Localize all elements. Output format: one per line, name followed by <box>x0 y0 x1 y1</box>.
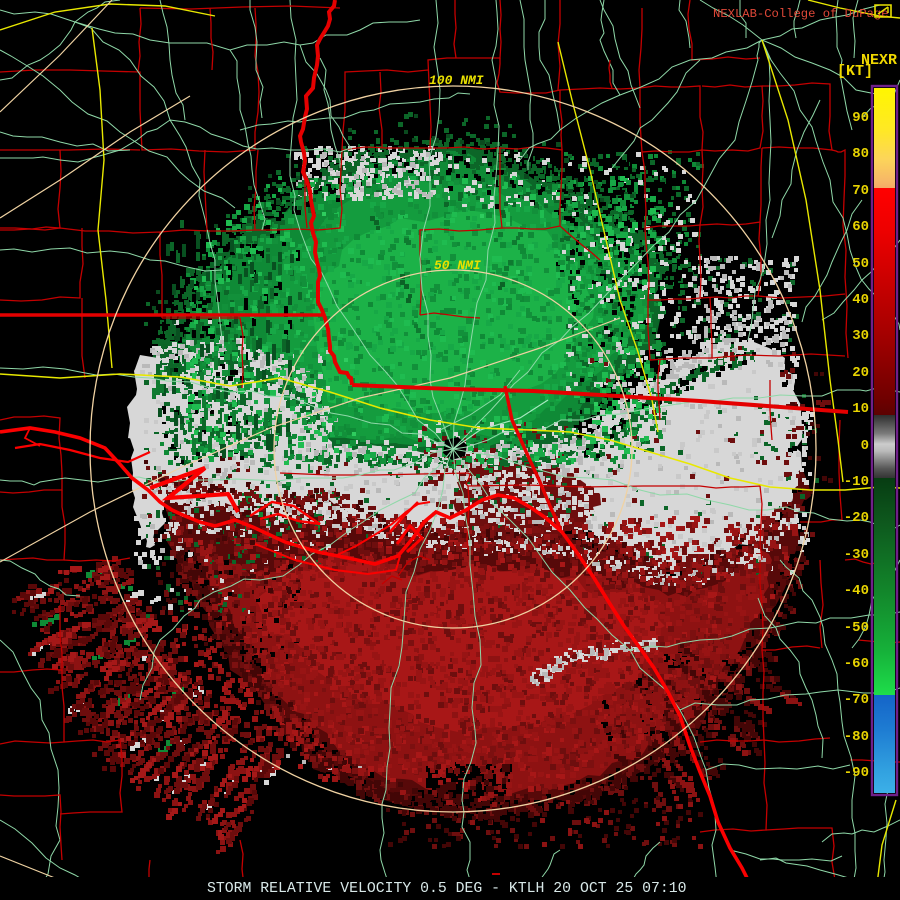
svg-text:-80: -80 <box>844 729 869 745</box>
svg-text:60: 60 <box>852 219 869 235</box>
svg-text:-50: -50 <box>844 620 869 636</box>
svg-text:-40: -40 <box>844 583 869 599</box>
svg-text:40: 40 <box>852 292 869 308</box>
svg-text:[KT]: [KT] <box>837 63 873 80</box>
svg-text:0: 0 <box>861 438 869 454</box>
svg-text:50: 50 <box>852 256 869 272</box>
svg-text:30: 30 <box>852 328 869 344</box>
svg-text:100 NMI: 100 NMI <box>429 73 484 88</box>
svg-text:50 NMI: 50 NMI <box>434 258 481 273</box>
svg-text:STORM RELATIVE VELOCITY 0.5 DE: STORM RELATIVE VELOCITY 0.5 DEG - KTLH 2… <box>207 881 687 897</box>
svg-text:NEXR: NEXR <box>861 52 897 69</box>
svg-text:-30: -30 <box>844 547 869 563</box>
svg-text:NEXLAB-College of DuPage: NEXLAB-College of DuPage <box>713 7 889 21</box>
svg-text:70: 70 <box>852 183 869 199</box>
svg-text:-90: -90 <box>844 765 869 781</box>
svg-text:80: 80 <box>852 146 869 162</box>
svg-text:-60: -60 <box>844 656 869 672</box>
svg-text:90: 90 <box>852 110 869 126</box>
svg-text:-10: -10 <box>844 474 869 490</box>
svg-text:10: 10 <box>852 401 869 417</box>
svg-text:-70: -70 <box>844 692 869 708</box>
svg-text:20: 20 <box>852 365 869 381</box>
svg-text:-20: -20 <box>844 510 869 526</box>
